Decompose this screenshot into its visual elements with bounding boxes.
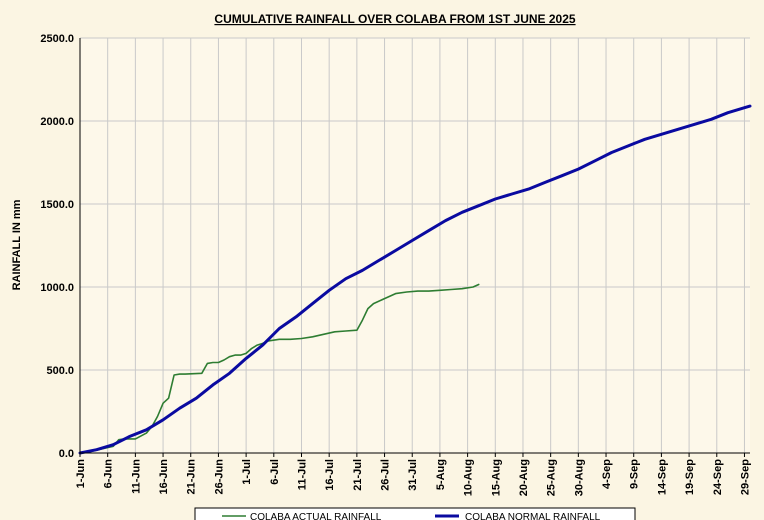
x-tick-label: 1-Jul: [241, 459, 253, 485]
y-tick-label: 1500.0: [40, 199, 74, 211]
x-tick-label: 4-Sep: [601, 459, 613, 489]
chart-title: CUMULATIVE RAINFALL OVER COLABA FROM 1ST…: [214, 12, 575, 26]
y-tick-label: 2500.0: [40, 33, 74, 45]
x-tick-label: 25-Aug: [546, 459, 558, 496]
legend-label-actual: COLABA ACTUAL RAINFALL: [250, 512, 382, 520]
x-tick-label: 9-Sep: [629, 459, 641, 489]
legend-label-normal: COLABA NORMAL RAINFALL: [465, 512, 601, 520]
x-tick-label: 26-Jul: [380, 459, 392, 491]
x-tick-label: 21-Jun: [186, 459, 198, 495]
x-tick-label: 11-Jul: [296, 459, 308, 490]
legend-box: [194, 507, 636, 520]
x-tick-label: 30-Aug: [573, 459, 585, 496]
grid-layer: [79, 37, 750, 454]
x-tick-label: 5-Aug: [435, 459, 447, 490]
x-tick-label: 24-Sep: [712, 459, 724, 495]
y-tick-label: 2000.0: [40, 116, 74, 128]
x-tick-label: 26-Jun: [213, 459, 225, 495]
y-axis-label: RAINFALL IN mm: [11, 199, 23, 290]
x-tick-label: 20-Aug: [518, 459, 530, 496]
x-tick-label: 6-Jul: [269, 459, 281, 485]
x-tick-label: 15-Aug: [490, 459, 502, 496]
y-tick-label: 1000.0: [40, 282, 74, 294]
y-tick-label: 500.0: [46, 365, 74, 377]
x-tick-label: 19-Sep: [684, 459, 696, 495]
series-normal-line: [78, 104, 752, 455]
y-tick-label: 0.0: [59, 448, 74, 460]
plot-area: [80, 38, 750, 453]
legend: COLABA ACTUAL RAINFALL COLABA NORMAL RAIN…: [194, 507, 636, 520]
x-tick-label: 6-Jun: [103, 459, 115, 489]
axis-layer: 0.0 500.0 1000.0 1500.0 2000.0 2500.0 1-Jun 6-J…: [40, 33, 751, 496]
x-tick-label: 16-Jul: [324, 459, 336, 491]
x-tick-label: 14-Sep: [656, 459, 668, 495]
x-tick-label: 16-Jun: [158, 459, 170, 495]
x-tick-label: 29-Sep: [739, 459, 751, 495]
series-layer: [78, 104, 752, 455]
x-tick-label: 10-Aug: [463, 459, 475, 496]
x-tick-label: 1-Jun: [75, 459, 87, 489]
x-tick-label: 11-Jun: [130, 459, 142, 494]
x-tick-label: 21-Jul: [352, 459, 364, 491]
x-tick-label: 31-Jul: [407, 459, 419, 491]
